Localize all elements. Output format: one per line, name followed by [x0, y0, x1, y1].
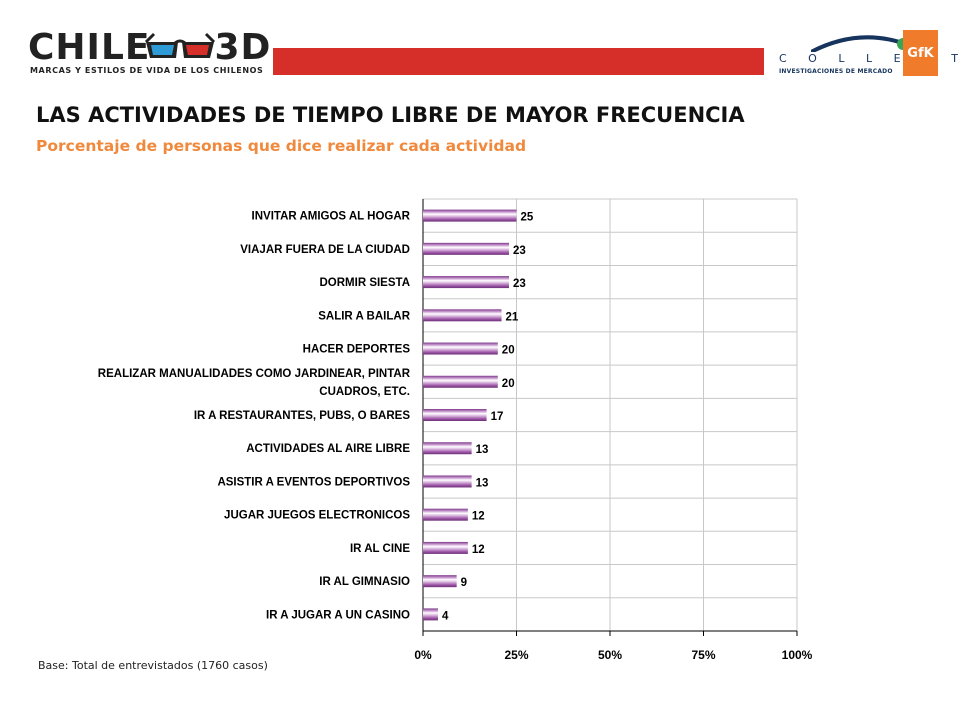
category-label: DORMIR SIESTA — [319, 277, 410, 289]
category-label-line: VIAJAR FUERA DE LA CIUDAD — [240, 244, 410, 256]
page-subtitle: Porcentaje de personas que dice realizar… — [36, 137, 527, 155]
bar — [423, 608, 438, 621]
category-label: IR A JUGAR A UN CASINO — [266, 609, 410, 621]
collect-gfk-logo: C O L L E C T INVESTIGACIONES DE MERCADO… — [773, 30, 958, 78]
bar — [423, 242, 510, 255]
bar — [423, 309, 502, 322]
data-label: 25 — [521, 212, 534, 224]
x-tick-label: 0% — [414, 648, 432, 662]
collect-subtitle: INVESTIGACIONES DE MERCADO — [779, 68, 893, 75]
logo-text-right: 3D — [214, 27, 272, 68]
chile3d-logo-text: CHILE 3D — [28, 28, 271, 68]
grid-layer — [422, 198, 798, 636]
category-label: ASISTIR A EVENTOS DEPORTIVOS — [217, 476, 410, 488]
category-label: VIAJAR FUERA DE LA CIUDAD — [240, 244, 410, 256]
data-label: 12 — [472, 511, 485, 523]
header: CHILE 3D MARCAS Y ESTILOS DE VIDA DE LOS … — [0, 0, 960, 90]
data-label: 13 — [476, 444, 489, 456]
category-label-line: IR A JUGAR A UN CASINO — [266, 609, 410, 621]
data-label: 21 — [506, 311, 519, 323]
category-label: SALIR A BAILAR — [318, 310, 410, 322]
red-header-band — [273, 48, 764, 75]
category-label-line: IR AL GIMNASIO — [319, 576, 410, 588]
x-tick-label: 75% — [691, 648, 715, 662]
data-label: 13 — [476, 477, 489, 489]
x-tick-label: 100% — [782, 648, 813, 662]
bar — [423, 209, 517, 222]
bar — [423, 575, 457, 588]
footnote: Base: Total de entrevistados (1760 casos… — [38, 659, 268, 672]
bar — [423, 475, 472, 488]
data-label: 20 — [502, 345, 515, 357]
category-label: IR A RESTAURANTES, PUBS, O BARES — [194, 410, 411, 422]
bar — [423, 508, 468, 521]
data-label: 20 — [502, 378, 515, 390]
category-label: IR AL CINE — [350, 543, 410, 555]
category-label-line: SALIR A BAILAR — [318, 310, 410, 322]
logo-tagline: MARCAS Y ESTILOS DE VIDA DE LOS CHILENOS — [30, 66, 264, 75]
bar — [423, 409, 487, 421]
page-title: LAS ACTIVIDADES DE TIEMPO LIBRE DE MAYOR… — [36, 103, 745, 127]
category-label: JUGAR JUEGOS ELECTRONICOS — [224, 510, 410, 522]
category-label-line: REALIZAR MANUALIDADES COMO JARDINEAR, PI… — [98, 368, 411, 380]
bar — [423, 375, 498, 388]
logo-text-left: CHILE — [28, 27, 151, 68]
chile3d-logo: CHILE 3D MARCAS Y ESTILOS DE VIDA DE LOS … — [28, 28, 273, 80]
bars-layer — [423, 209, 517, 621]
category-label: HACER DEPORTES — [303, 344, 411, 356]
category-label-line: JUGAR JUEGOS ELECTRONICOS — [224, 510, 410, 522]
bar — [423, 541, 468, 554]
data-label: 23 — [513, 245, 526, 257]
category-label-line: ASISTIR A EVENTOS DEPORTIVOS — [217, 476, 410, 488]
data-label: 12 — [472, 544, 485, 556]
bar — [423, 276, 510, 289]
category-label: INVITAR AMIGOS AL HOGAR — [252, 211, 411, 223]
category-label: REALIZAR MANUALIDADES COMO JARDINEAR, PI… — [98, 368, 411, 398]
bar — [423, 442, 472, 455]
gfk-logo: GfK — [903, 30, 938, 76]
category-label-line: INVITAR AMIGOS AL HOGAR — [252, 211, 411, 223]
labels-layer: 0% 25% 50% 75% 100% 25 INVITAR AMIGOS AL HOGAR… — [98, 211, 813, 662]
data-label: 4 — [442, 610, 449, 622]
category-label: ACTIVIDADES AL AIRE LIBRE — [246, 443, 410, 455]
category-label-line: HACER DEPORTES — [303, 344, 411, 356]
data-label: 17 — [491, 411, 504, 423]
data-label: 9 — [461, 577, 467, 589]
category-label-line: IR A RESTAURANTES, PUBS, O BARES — [194, 410, 411, 422]
bar — [423, 342, 498, 355]
x-tick-label: 25% — [504, 648, 528, 662]
x-tick-label: 50% — [598, 648, 622, 662]
category-label: IR AL GIMNASIO — [319, 576, 410, 588]
category-label-line: DORMIR SIESTA — [319, 277, 410, 289]
category-label-line: IR AL CINE — [350, 543, 410, 555]
data-label: 23 — [513, 278, 526, 290]
category-label-line: ACTIVIDADES AL AIRE LIBRE — [246, 443, 410, 455]
3d-glasses-icon — [144, 32, 216, 58]
category-label-line: CUADROS, ETC. — [319, 386, 410, 398]
